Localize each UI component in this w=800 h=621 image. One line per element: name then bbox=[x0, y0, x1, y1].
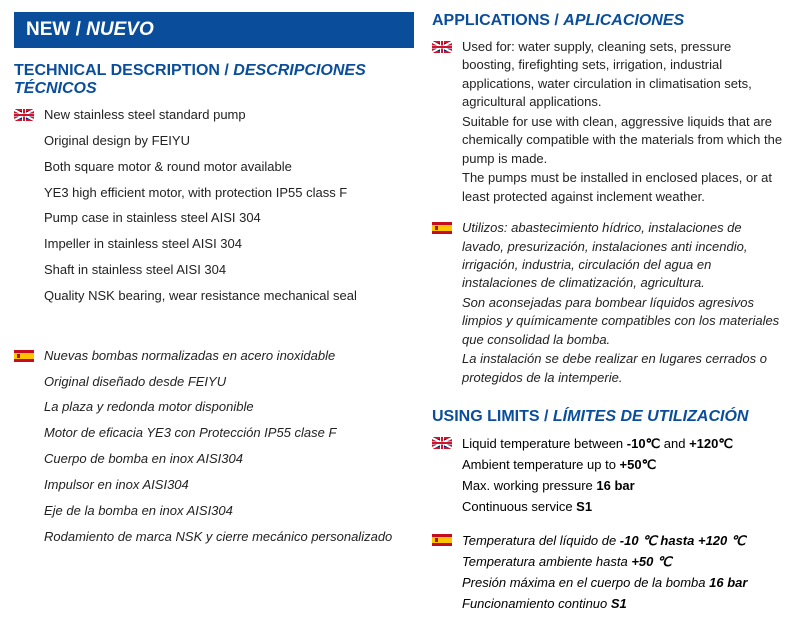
para: Utilizos: abastecimiento hídrico, instal… bbox=[462, 219, 786, 293]
technical-title-sep: / bbox=[220, 62, 233, 79]
limits-row: Funcionamiento continuo S1 bbox=[462, 594, 747, 615]
limits-row: Max. working pressure 16 bar bbox=[462, 476, 733, 497]
list-item: Pump case in stainless steel AISI 304 bbox=[44, 209, 357, 228]
list-item: Rodamiento de marca NSK y cierre mecánic… bbox=[44, 528, 392, 547]
technical-title-en: TECHNICAL DESCRIPTION bbox=[14, 62, 220, 79]
text: Ambient temperature up to bbox=[462, 457, 620, 472]
right-column: APPLICATIONS / APLICACIONES Used for: wa… bbox=[432, 12, 786, 621]
limits-row: Ambient temperature up to +50℃ bbox=[462, 455, 733, 476]
para: The pumps must be installed in enclosed … bbox=[462, 169, 786, 206]
es-flag-icon bbox=[432, 222, 452, 234]
limits-es-block: Temperatura del líquido de -10 ℃ hasta +… bbox=[432, 531, 786, 614]
technical-en-block: New stainless steel standard pump Origin… bbox=[14, 106, 414, 313]
list-item: Motor de eficacia YE3 con Protección IP5… bbox=[44, 424, 392, 443]
header-bar: NEW / NUEVO bbox=[14, 12, 414, 48]
applications-title-sep: / bbox=[550, 12, 563, 29]
limits-title: USING LIMITS / LÍMITES DE UTILIZACIÓN bbox=[432, 408, 786, 426]
list-item: Impulsor en inox AISI304 bbox=[44, 476, 392, 495]
value: -10 ℃ hasta +120 ℃ bbox=[620, 533, 746, 548]
header-sep: / bbox=[70, 19, 86, 40]
value: +120℃ bbox=[689, 436, 733, 451]
header-es: NUEVO bbox=[86, 19, 154, 40]
limits-es-text: Temperatura del líquido de -10 ℃ hasta +… bbox=[462, 531, 747, 614]
limits-en-text: Liquid temperature between -10℃ and +120… bbox=[462, 434, 733, 517]
applications-en-block: Used for: water supply, cleaning sets, p… bbox=[432, 38, 786, 207]
uk-flag-icon bbox=[432, 437, 452, 449]
text: and bbox=[660, 436, 689, 451]
left-column: NEW / NUEVO TECHNICAL DESCRIPTION / DESC… bbox=[14, 12, 414, 621]
limits-en-block: Liquid temperature between -10℃ and +120… bbox=[432, 434, 786, 517]
text: Temperatura ambiente hasta bbox=[462, 554, 631, 569]
list-item: Nuevas bombas normalizadas en acero inox… bbox=[44, 347, 392, 366]
para: Suitable for use with clean, aggressive … bbox=[462, 113, 786, 168]
text: Continuous service bbox=[462, 499, 576, 514]
text: Temperatura del líquido de bbox=[462, 533, 620, 548]
technical-es-list: Nuevas bombas normalizadas en acero inox… bbox=[44, 347, 392, 554]
limits-title-en: USING LIMITS bbox=[432, 408, 540, 425]
list-item: New stainless steel standard pump bbox=[44, 106, 357, 125]
limits-row: Temperatura del líquido de -10 ℃ hasta +… bbox=[462, 531, 747, 552]
value: +50℃ bbox=[620, 457, 657, 472]
header-en: NEW bbox=[26, 19, 70, 40]
limits-row: Temperatura ambiente hasta +50 ℃ bbox=[462, 552, 747, 573]
value: S1 bbox=[576, 499, 592, 514]
applications-title-en: APPLICATIONS bbox=[432, 12, 550, 29]
para: La instalación se debe realizar en lugar… bbox=[462, 350, 786, 387]
limits-row: Presión máxima en el cuerpo de la bomba … bbox=[462, 573, 747, 594]
para: Son aconsejadas para bombear líquidos ag… bbox=[462, 294, 786, 349]
value: +50 ℃ bbox=[631, 554, 671, 569]
list-item: YE3 high efficient motor, with protectio… bbox=[44, 184, 357, 203]
list-item: Original design by FEIYU bbox=[44, 132, 357, 151]
list-item: Quality NSK bearing, wear resistance mec… bbox=[44, 287, 357, 306]
applications-es-block: Utilizos: abastecimiento hídrico, instal… bbox=[432, 219, 786, 388]
uk-flag-icon bbox=[432, 41, 452, 53]
text: Funcionamiento continuo bbox=[462, 596, 611, 611]
technical-en-list: New stainless steel standard pump Origin… bbox=[44, 106, 357, 313]
value: -10℃ bbox=[627, 436, 660, 451]
es-flag-icon bbox=[432, 534, 452, 546]
limits-row: Continuous service S1 bbox=[462, 497, 733, 518]
technical-title: TECHNICAL DESCRIPTION / DESCRIPCIONES TÉ… bbox=[14, 62, 414, 98]
es-flag-icon bbox=[14, 350, 34, 362]
text: Liquid temperature between bbox=[462, 436, 627, 451]
applications-es-text: Utilizos: abastecimiento hídrico, instal… bbox=[462, 219, 786, 388]
text: Max. working pressure bbox=[462, 478, 596, 493]
limits-title-es: LÍMITES DE UTILIZACIÓN bbox=[553, 408, 749, 425]
list-item: Shaft in stainless steel AISI 304 bbox=[44, 261, 357, 280]
list-item: Cuerpo de bomba en inox AISI304 bbox=[44, 450, 392, 469]
list-item: Original diseñado desde FEIYU bbox=[44, 373, 392, 392]
page-container: NEW / NUEVO TECHNICAL DESCRIPTION / DESC… bbox=[0, 12, 800, 621]
value: 16 bar bbox=[709, 575, 747, 590]
technical-es-block: Nuevas bombas normalizadas en acero inox… bbox=[14, 347, 414, 554]
value: S1 bbox=[611, 596, 627, 611]
list-item: Both square motor & round motor availabl… bbox=[44, 158, 357, 177]
list-item: Eje de la bomba en inox AISI304 bbox=[44, 502, 392, 521]
text: Presión máxima en el cuerpo de la bomba bbox=[462, 575, 709, 590]
applications-title-es: APLICACIONES bbox=[563, 12, 684, 29]
list-item: La plaza y redonda motor disponible bbox=[44, 398, 392, 417]
para: Used for: water supply, cleaning sets, p… bbox=[462, 38, 786, 112]
applications-title: APPLICATIONS / APLICACIONES bbox=[432, 12, 786, 30]
applications-en-text: Used for: water supply, cleaning sets, p… bbox=[462, 38, 786, 207]
limits-row: Liquid temperature between -10℃ and +120… bbox=[462, 434, 733, 455]
uk-flag-icon bbox=[14, 109, 34, 121]
list-item: Impeller in stainless steel AISI 304 bbox=[44, 235, 357, 254]
value: 16 bar bbox=[596, 478, 634, 493]
limits-title-sep: / bbox=[540, 408, 553, 425]
header-title: NEW / NUEVO bbox=[26, 19, 154, 40]
